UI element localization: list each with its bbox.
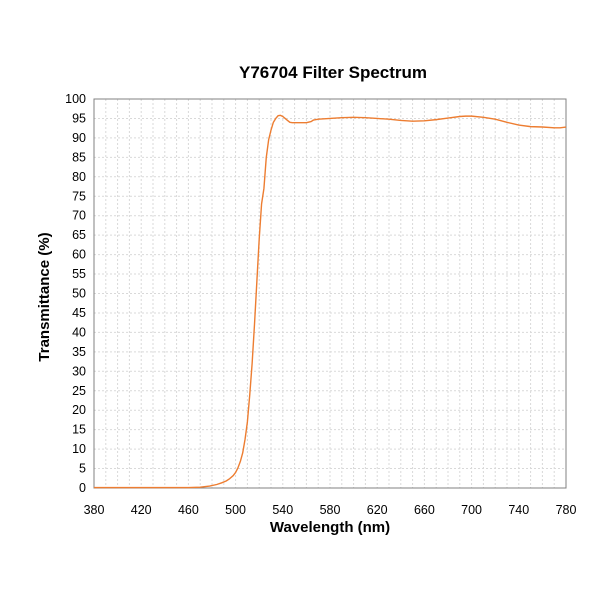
x-tick-label: 500 — [225, 503, 246, 517]
plot-frame — [93, 98, 567, 489]
x-tick-label: 620 — [367, 503, 388, 517]
y-tick-label: 65 — [72, 228, 86, 242]
y-tick-label: 90 — [72, 131, 86, 145]
x-tick-label: 380 — [84, 503, 105, 517]
y-tick-label: 45 — [72, 306, 86, 320]
y-tick-label: 15 — [72, 423, 86, 437]
y-tick-label: 50 — [72, 287, 86, 301]
chart-title: Y76704 Filter Spectrum — [239, 63, 427, 82]
y-tick-label: 95 — [72, 111, 86, 125]
x-tick-label: 660 — [414, 503, 435, 517]
x-tick-label: 700 — [461, 503, 482, 517]
series-layer — [94, 114, 567, 489]
y-tick-label: 70 — [72, 209, 86, 223]
x-tick-label: 540 — [272, 503, 293, 517]
x-tick-label: 740 — [508, 503, 529, 517]
x-tick-label: 580 — [320, 503, 341, 517]
transmittance-line — [94, 114, 567, 489]
y-tick-label: 55 — [72, 267, 86, 281]
x-axis-label: Wavelength (nm) — [270, 519, 390, 536]
y-tick-label: 85 — [72, 150, 86, 164]
y-tick-label: 30 — [72, 364, 86, 378]
y-tick-label: 0 — [79, 481, 86, 495]
grid-layer — [94, 99, 566, 488]
y-tick-label: 40 — [72, 325, 86, 339]
y-tick-label: 5 — [79, 462, 86, 476]
x-tick-label: 780 — [556, 503, 577, 517]
y-tick-label: 60 — [72, 248, 86, 262]
y-axis-ticks: 0 5 10 15 20 25 30 35 40 45 50 55 60 65 70 75 80 85 90 95 10… — [65, 92, 86, 495]
x-tick-label: 460 — [178, 503, 199, 517]
y-axis-label: Transmittance (%) — [36, 232, 53, 361]
y-tick-label: 75 — [72, 189, 86, 203]
x-tick-label: 420 — [131, 503, 152, 517]
y-tick-label: 80 — [72, 170, 86, 184]
y-tick-label: 35 — [72, 345, 86, 359]
y-tick-label: 25 — [72, 384, 86, 398]
y-tick-label: 100 — [65, 92, 86, 106]
x-axis-ticks: 380 420 460 500 540 580 620 660 700 740 780 — [84, 503, 577, 517]
y-tick-label: 20 — [72, 403, 86, 417]
y-tick-label: 10 — [72, 442, 86, 456]
